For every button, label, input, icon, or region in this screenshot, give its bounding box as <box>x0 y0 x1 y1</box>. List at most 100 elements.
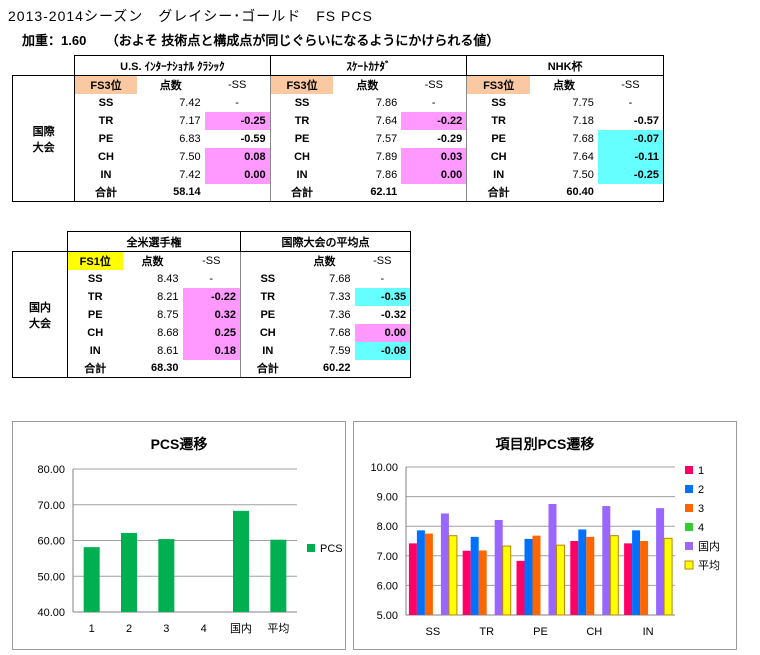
item-label: TR <box>240 287 295 306</box>
bar <box>270 539 287 612</box>
bar <box>609 535 619 616</box>
item-score: 7.57 <box>375 132 398 145</box>
legend-swatch <box>307 544 315 552</box>
total-label: 合計 <box>67 359 123 378</box>
x-tick-label: 1 <box>89 623 95 635</box>
col-diff-header: -SS <box>424 78 443 91</box>
total-score: 58.14 <box>136 183 205 202</box>
item-diff: -0.07 <box>597 129 664 148</box>
bar <box>548 504 557 615</box>
bar <box>424 533 433 615</box>
legend-label: 国内 <box>698 539 720 553</box>
x-tick-label: IN <box>643 626 654 638</box>
bar <box>578 529 587 615</box>
group-label: 国際 大会 <box>11 75 76 202</box>
total-diff-blank <box>401 183 467 202</box>
item-diff: -0.22 <box>182 287 241 306</box>
legend-label: PCS <box>320 543 343 555</box>
total-label: 合計 <box>466 183 531 202</box>
x-tick-label: PE <box>533 626 548 638</box>
y-tick-label: 10.00 <box>370 462 398 474</box>
item-score: 7.68 <box>329 326 351 339</box>
bar <box>121 532 137 612</box>
total-diff-blank <box>597 183 664 202</box>
item-diff: 0.18 <box>182 341 241 360</box>
bar <box>570 541 579 615</box>
bar <box>470 536 479 615</box>
sheet-subtitle: 加重：1.60 （およそ 技術点と構成点が同じぐらいになるようにかけられる値） <box>22 33 500 48</box>
legend-label: 1 <box>698 465 704 477</box>
group-label: 国内 大会 <box>12 251 68 378</box>
item-score: 7.64 <box>375 114 398 127</box>
item-label: CH <box>74 147 137 166</box>
bar <box>524 538 533 615</box>
bar <box>478 550 487 615</box>
item-diff: - <box>597 93 664 112</box>
legend-swatch <box>685 523 693 531</box>
chart-title: PCS遷移 <box>150 436 208 452</box>
item-score: 7.36 <box>329 308 351 321</box>
component-chart: 5.00 6.00 7.00 8.00 9.00 10.00 SS TR PE CH IN 1 2 3 4 国… <box>370 462 720 638</box>
y-tick-label: 5.00 <box>377 610 398 622</box>
legend-swatch <box>685 542 693 550</box>
col-score-header: 点数 <box>159 79 182 92</box>
component-chart-panel: 項目別PCS遷移 5.00 6.00 7.00 8.00 9.00 10.00 SS TR PE… <box>353 421 737 650</box>
item-label: TR <box>67 287 123 306</box>
legend-label: 2 <box>698 484 704 496</box>
international-score-table: U.S. ｲﾝﾀｰﾅｼｮﾅﾙ ｸﾗｼｯｸ ｽｹｰﾄｶﾅﾀﾞ NHK杯 国際 大会 FS3… <box>11 55 664 202</box>
bar <box>516 560 525 615</box>
x-tick-label: 平均 <box>267 622 289 635</box>
item-score: 8.43 <box>157 272 179 285</box>
item-diff: -0.57 <box>597 111 664 130</box>
item-score: 7.42 <box>179 96 201 109</box>
col-diff-header: -SS <box>227 78 247 91</box>
item-score: 7.33 <box>329 290 351 303</box>
total-diff-blank <box>204 183 271 202</box>
item-label: IN <box>67 341 123 360</box>
item-diff: -0.11 <box>597 147 664 166</box>
item-label: SS <box>269 93 334 112</box>
item-score: 7.86 <box>375 96 398 109</box>
item-label: SS <box>67 269 123 288</box>
bar <box>532 535 541 615</box>
item-diff: -0.59 <box>240 132 266 145</box>
item-score: 8.21 <box>157 290 179 303</box>
item-diff: 0.03 <box>401 147 467 166</box>
item-score: 7.75 <box>572 96 594 109</box>
item-label: IN <box>269 165 334 184</box>
legend-swatch <box>684 560 694 570</box>
pcs-chart-panel: PCS遷移 40.00 50.00 60.00 70.00 80.00 1 2 3 4 国内 平均 P… <box>12 421 346 650</box>
item-label: TR <box>466 111 531 130</box>
item-diff: -0.08 <box>354 341 412 360</box>
item-label: PE <box>74 129 137 148</box>
item-diff: - <box>235 96 239 109</box>
item-label: IN <box>74 165 137 184</box>
bar <box>233 510 249 612</box>
item-score: 7.68 <box>329 272 351 285</box>
col-score-header: 点数 <box>552 79 575 92</box>
place-badge: FS1位 <box>67 251 123 270</box>
bar <box>448 535 458 616</box>
col-diff-header: -SS <box>202 254 221 267</box>
bar <box>656 508 665 615</box>
item-diff: 0.32 <box>182 305 241 324</box>
y-tick-label: 80.00 <box>37 464 65 476</box>
item-score: 7.42 <box>179 168 201 181</box>
bar <box>158 539 175 612</box>
bar <box>83 547 100 612</box>
item-diff: - <box>209 272 214 285</box>
y-tick-label: 6.00 <box>377 580 398 592</box>
bar <box>502 545 512 616</box>
item-score: 8.61 <box>157 344 179 357</box>
item-label: PE <box>269 129 334 148</box>
blank-cell <box>13 56 75 76</box>
item-label: CH <box>269 147 334 166</box>
chart-title: 項目別PCS遷移 <box>495 436 595 452</box>
event-name: U.S. ｲﾝﾀｰﾅｼｮﾅﾙ ｸﾗｼｯｸ <box>74 55 271 76</box>
legend-swatch <box>685 485 693 493</box>
x-tick-label: CH <box>586 626 602 638</box>
item-label: IN <box>466 165 531 184</box>
legend-swatch <box>685 466 693 474</box>
item-score: 7.89 <box>375 150 398 163</box>
bar <box>632 530 641 615</box>
